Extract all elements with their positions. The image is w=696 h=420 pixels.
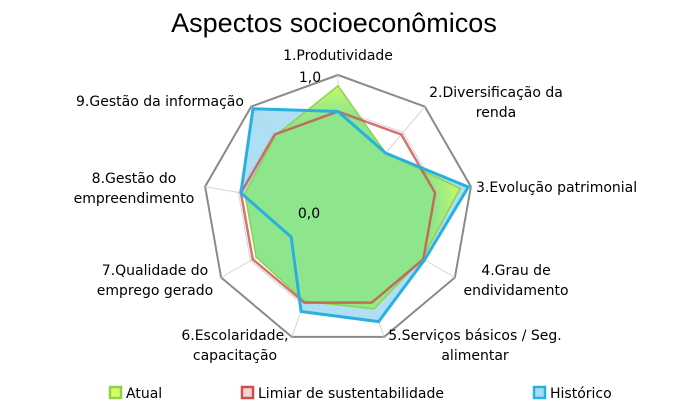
axis-label-line: 9.Gestão da informação xyxy=(76,94,244,110)
legend-swatch xyxy=(108,385,123,400)
series-historico-line xyxy=(239,107,471,324)
axis-labels: 1.Produtividade 2.Diversificação da renda 3… xyxy=(74,48,637,364)
axis-label: 5.Serviços básicos / Seg. alimentar xyxy=(388,328,561,364)
legend-label: Histórico xyxy=(550,386,612,402)
axis-label-line: alimentar xyxy=(441,348,509,364)
axis-label-line: 6.Escolaridade, xyxy=(181,328,288,344)
series-layer xyxy=(239,84,471,324)
axis-label-line: 5.Serviços básicos / Seg. xyxy=(388,328,561,344)
axis-label: 2.Diversificação da renda xyxy=(429,85,563,121)
axis-label-line: renda xyxy=(476,105,516,121)
axis-label: 3.Evolução patrimonial xyxy=(476,180,637,196)
axis-label-line: 1.Produtividade xyxy=(283,48,393,64)
legend-swatch xyxy=(532,385,547,400)
legend-label: Atual xyxy=(126,386,162,402)
series-limiar-line xyxy=(239,110,437,304)
legend: Atual Limiar de sustentabilidade Histórico xyxy=(108,385,612,402)
axis-label-line: 4.Grau de xyxy=(481,263,550,279)
tick-label-min: 0,0 xyxy=(298,206,320,222)
axis-label: 9.Gestão da informação xyxy=(76,94,244,110)
grid-ring xyxy=(204,73,472,338)
axis-label-line: capacitação xyxy=(193,348,277,364)
axis-label-line: endividamento xyxy=(463,283,568,299)
axis-label: 4.Grau de endividamento xyxy=(463,263,568,299)
legend-label: Limiar de sustentabilidade xyxy=(258,386,444,402)
legend-item: Histórico xyxy=(532,385,612,402)
axis-label-line: empreendimento xyxy=(74,191,195,207)
legend-item: Atual xyxy=(108,385,162,402)
legend-item: Limiar de sustentabilidade xyxy=(240,385,444,402)
chart-title: Aspectos socioeconômicos xyxy=(171,8,497,38)
axis-label: 7.Qualidade do emprego gerado xyxy=(97,263,213,299)
legend-swatch xyxy=(240,385,255,400)
axis-label: 1.Produtividade xyxy=(283,48,393,64)
axis-label-line: 3.Evolução patrimonial xyxy=(476,180,637,196)
axis-label: 6.Escolaridade, capacitação xyxy=(181,328,288,364)
tick-label-max: 1,0 xyxy=(299,70,321,86)
axis-label-line: 8.Gestão do xyxy=(92,171,177,187)
axis-label: 8.Gestão do empreendimento xyxy=(74,171,195,207)
axis-label-line: emprego gerado xyxy=(97,283,213,299)
axis-label-line: 2.Diversificação da xyxy=(429,85,563,101)
axis-label-line: 7.Qualidade do xyxy=(102,263,208,279)
